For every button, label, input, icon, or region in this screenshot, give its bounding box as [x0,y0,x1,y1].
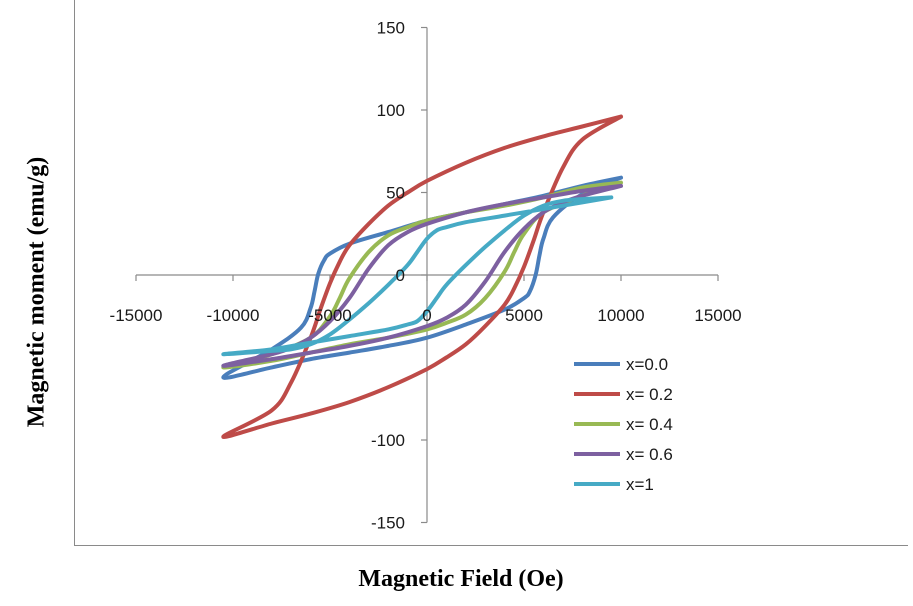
x-tick-label: 0 [422,306,431,325]
legend-label: x= 0.4 [626,415,673,434]
y-tick-label: -100 [371,431,405,450]
x-tick-label: 10000 [597,306,644,325]
series-line-5 [221,195,614,357]
x-tick-label: -5000 [308,306,351,325]
x-tick-label: 15000 [694,306,741,325]
legend-label: x=0.0 [626,355,668,374]
chart-frame [74,0,908,546]
y-tick-label: 50 [386,184,405,203]
legend-label: x=1 [626,475,654,494]
series-line-4 [221,183,623,368]
x-tick-label: -10000 [207,306,260,325]
x-tick-label: -15000 [110,306,163,325]
y-tick-label: -150 [371,514,405,533]
x-axis-label: Magnetic Field (Oe) [358,566,564,592]
legend: x=0.0 x= 0.2 x= 0.4 x= 0.6 x=1 [574,355,673,494]
y-axis-label: Magnetic moment (emu/g) [23,156,50,428]
series-line-2 [221,114,623,439]
y-tick-label: 0 [396,266,405,285]
series-layer [221,114,623,439]
tick-labels: -15000 -10000 -5000 0 5000 10000 15000 150 100 50… [110,19,742,533]
legend-label: x= 0.2 [626,385,673,404]
y-tick-label: 150 [377,19,405,38]
axes [135,26,719,524]
legend-label: x= 0.6 [626,445,673,464]
x-tick-label: 5000 [505,306,543,325]
y-tick-label: 100 [377,101,405,120]
